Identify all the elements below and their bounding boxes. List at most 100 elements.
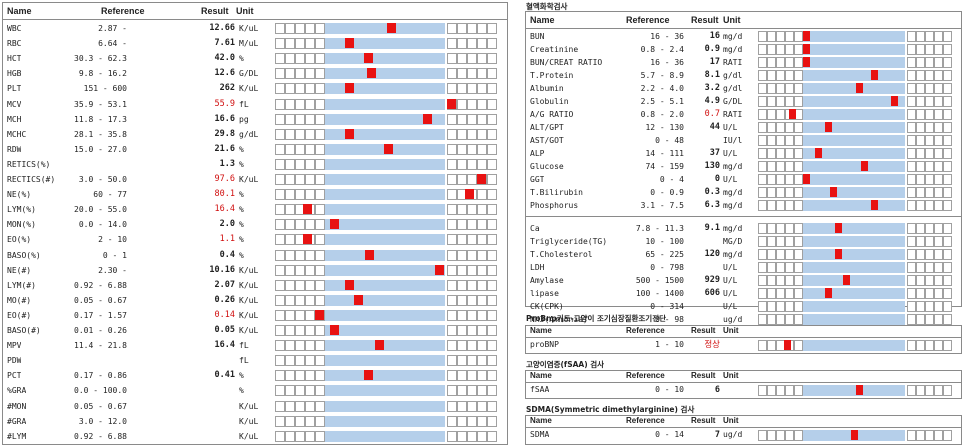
normal-range-fill bbox=[325, 355, 445, 367]
test-name: MCV bbox=[7, 99, 22, 109]
high-box bbox=[916, 200, 925, 211]
header-reference: Reference bbox=[626, 15, 670, 25]
high-box bbox=[467, 38, 477, 50]
low-box bbox=[285, 204, 295, 216]
normal-range-fill bbox=[325, 309, 445, 321]
high-box bbox=[907, 44, 916, 55]
header-result: Result bbox=[691, 326, 716, 335]
test-name: #GRA bbox=[7, 416, 27, 426]
low-box bbox=[767, 187, 776, 198]
normal-range-fill bbox=[325, 98, 445, 110]
low-box bbox=[275, 98, 285, 110]
reference-range: 100 - 1400 bbox=[635, 288, 684, 298]
low-box bbox=[785, 429, 794, 441]
reference-range: 28.1 - 35.8 bbox=[74, 129, 127, 139]
result-unit: % bbox=[239, 190, 244, 200]
result-row: RDW 15.0 - 27.0 21.6% bbox=[3, 142, 507, 157]
high-box bbox=[467, 143, 477, 155]
result-row: BUN/CREAT RATIO 16 - 36 17 RATI bbox=[526, 56, 961, 69]
low-box bbox=[767, 339, 776, 351]
high-box bbox=[467, 370, 477, 382]
low-box bbox=[794, 174, 803, 185]
result-row: BASO(#) 0.01 - 0.26 0.05 K/uL bbox=[3, 323, 507, 338]
result-marker bbox=[384, 143, 393, 154]
high-box bbox=[916, 187, 925, 198]
low-box bbox=[767, 248, 776, 260]
low-box bbox=[295, 38, 305, 50]
normal-range-fill bbox=[803, 274, 905, 286]
high-box bbox=[916, 57, 925, 68]
result-row: RECTICS(#) 3.0 - 50.0 97.6 K/uL bbox=[3, 172, 507, 187]
result-value: 2.07 bbox=[214, 279, 235, 290]
high-box bbox=[477, 143, 487, 155]
high-box bbox=[925, 70, 934, 81]
low-box bbox=[776, 222, 785, 234]
high-box bbox=[925, 200, 934, 211]
high-box bbox=[447, 83, 457, 95]
low-box bbox=[758, 70, 767, 81]
high-box bbox=[934, 70, 943, 81]
result-row: MPV 11.4 - 21.8 16.4 fL bbox=[3, 338, 507, 353]
result-row: PCT 0.17 - 0.86 0.41% bbox=[3, 368, 507, 383]
reference-range: 60 - 77 bbox=[93, 190, 127, 200]
test-name: MPV bbox=[7, 341, 22, 351]
high-box bbox=[487, 53, 497, 65]
high-box bbox=[457, 158, 467, 170]
low-box bbox=[305, 174, 315, 186]
reference-range: 500 - 1500 bbox=[635, 275, 684, 285]
low-box bbox=[275, 309, 285, 321]
result-unit: mg/d bbox=[723, 201, 743, 210]
result-row: T.Protein 5.7 - 8.9 8.1 g/dl bbox=[526, 69, 961, 82]
reference-range: 2.5 - 5.1 bbox=[640, 97, 684, 106]
low-box bbox=[776, 135, 785, 146]
high-box bbox=[934, 274, 943, 286]
high-box bbox=[467, 83, 477, 95]
high-box bbox=[934, 109, 943, 120]
result-value bbox=[3, 399, 235, 414]
test-name: HCT bbox=[7, 54, 22, 64]
high-box bbox=[477, 38, 487, 50]
low-box bbox=[275, 23, 285, 35]
test-name: Amylase bbox=[530, 275, 564, 285]
result-unit: mg/d bbox=[723, 162, 743, 171]
high-box bbox=[467, 355, 477, 367]
low-box bbox=[794, 384, 803, 396]
low-box bbox=[305, 264, 315, 276]
high-box bbox=[487, 309, 497, 321]
high-box bbox=[477, 355, 487, 367]
low-box bbox=[794, 44, 803, 55]
high-box bbox=[487, 204, 497, 216]
header-name: Name bbox=[530, 371, 552, 380]
high-box bbox=[457, 325, 467, 337]
low-box bbox=[767, 384, 776, 396]
high-box bbox=[447, 204, 457, 216]
chem-header: Name Reference Result Unit bbox=[526, 12, 961, 29]
low-box bbox=[285, 309, 295, 321]
low-box bbox=[776, 235, 785, 247]
result-value: 16 bbox=[709, 31, 720, 41]
high-box bbox=[457, 219, 467, 231]
high-box bbox=[934, 339, 943, 351]
high-box bbox=[907, 57, 916, 68]
low-box bbox=[285, 400, 295, 412]
normal-range-fill bbox=[803, 161, 905, 172]
high-box bbox=[943, 339, 952, 351]
section-divider bbox=[526, 216, 961, 217]
result-row: EO(#) 0.17 - 1.57 0.14 K/uL bbox=[3, 308, 507, 323]
high-box bbox=[907, 161, 916, 172]
low-box bbox=[758, 161, 767, 172]
header-unit: Unit bbox=[723, 416, 739, 425]
high-box bbox=[925, 235, 934, 247]
low-box bbox=[305, 415, 315, 427]
low-box bbox=[275, 385, 285, 397]
high-box bbox=[447, 294, 457, 306]
normal-range-fill bbox=[803, 187, 905, 198]
test-name: EO(#) bbox=[7, 310, 32, 320]
result-row: AST/GOT 0 - 48 IU/l bbox=[526, 134, 961, 147]
high-box bbox=[934, 83, 943, 94]
result-row: Albumin 2.2 - 4.0 3.2 g/dl bbox=[526, 82, 961, 95]
high-box bbox=[467, 279, 477, 291]
result-value: 7 bbox=[714, 430, 720, 440]
low-box bbox=[275, 204, 285, 216]
reference-range: 30.3 - 62.3 bbox=[74, 54, 127, 64]
